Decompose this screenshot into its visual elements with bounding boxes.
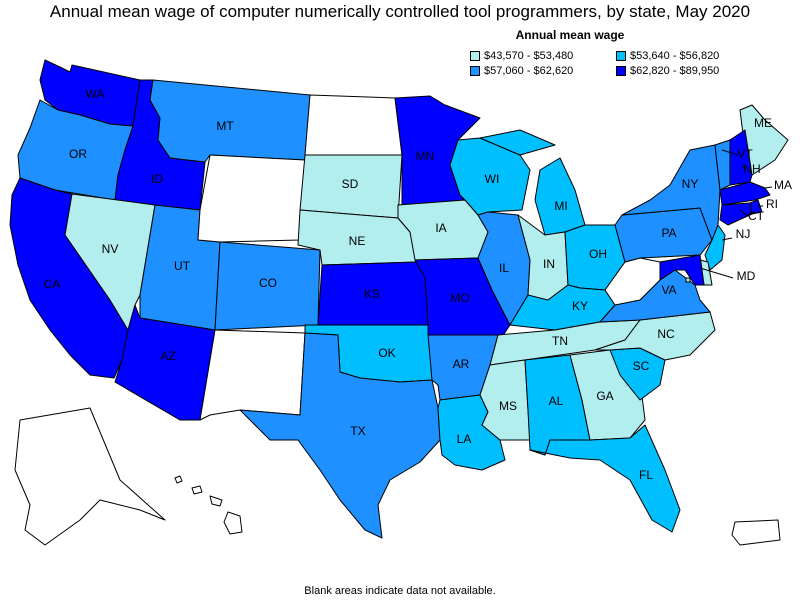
label-leader-line — [764, 186, 773, 189]
state-label-ia: IA — [435, 221, 446, 235]
state-ak — [14, 407, 166, 546]
state-label-tx: TX — [350, 424, 365, 438]
legend-swatch — [616, 66, 626, 76]
state-label-or: OR — [69, 147, 87, 161]
state-label-pa: PA — [661, 226, 676, 240]
state-label-mt: MT — [216, 119, 234, 133]
state-tx — [239, 332, 441, 539]
label-leader-line — [741, 164, 747, 171]
state-label-tn: TN — [552, 334, 568, 348]
state-label-il: IL — [499, 261, 509, 275]
label-leader-line — [739, 209, 749, 217]
state-ms — [479, 359, 531, 441]
state-label-ma: MA — [774, 178, 792, 192]
state-label-nv: NV — [102, 242, 119, 256]
state-label-id: ID — [151, 172, 163, 186]
legend-label: $53,640 - $56,820 — [630, 50, 720, 62]
state-label-ar: AR — [453, 357, 470, 371]
legend-title: Annual mean wage — [515, 28, 625, 42]
state-dc — [685, 277, 691, 283]
state-fl — [529, 424, 681, 533]
state-label-ca: CA — [44, 277, 61, 291]
label-leader-line — [699, 267, 734, 279]
legend-item: $62,820 - $89,950 — [616, 65, 719, 77]
legend-item: $57,060 - $62,620 — [470, 65, 573, 77]
state-nj — [704, 224, 726, 271]
legend-item: $43,570 - $53,480 — [470, 50, 573, 62]
state-nd — [304, 94, 403, 156]
state-label-md: MD — [737, 269, 756, 283]
state-label-nh: NH — [743, 162, 760, 176]
legend-label: $62,820 - $89,950 — [630, 65, 720, 77]
state-label-ky: KY — [572, 299, 588, 313]
state-label-ok: OK — [378, 346, 395, 360]
state-label-mi: MI — [554, 199, 567, 213]
state-label-sd: SD — [342, 177, 359, 191]
state-label-ga: GA — [596, 389, 613, 403]
legend-swatch — [470, 51, 480, 61]
state-wy — [197, 154, 306, 243]
state-label-az: AZ — [160, 349, 175, 363]
state-label-co: CO — [259, 276, 277, 290]
legend-swatch — [616, 51, 626, 61]
label-leader-line — [721, 237, 733, 241]
legend: Annual mean wage $43,570 - $53,480 $53,6… — [470, 28, 719, 84]
state-label-nj: NJ — [736, 227, 751, 241]
legend-label: $57,060 - $62,620 — [484, 65, 574, 77]
state-label-in: IN — [543, 257, 555, 271]
state-nm — [199, 329, 306, 421]
state-label-nc: NC — [657, 327, 675, 341]
state-label-al: AL — [549, 394, 564, 408]
state-label-ct: CT — [748, 209, 765, 223]
legend-item: $53,640 - $56,820 — [616, 50, 719, 62]
map-title: Annual mean wage of computer numerically… — [49, 2, 751, 21]
footnote: Blank areas indicate data not available. — [304, 585, 496, 597]
state-label-vt: VT — [737, 147, 753, 161]
legend-label: $43,570 - $53,480 — [484, 50, 574, 62]
state-label-wa: WA — [86, 87, 105, 101]
state-label-mn: MN — [416, 149, 435, 163]
state-label-ut: UT — [174, 259, 191, 273]
state-ct — [719, 202, 753, 226]
state-wi — [449, 137, 531, 216]
state-label-ne: NE — [349, 234, 366, 248]
state-pr — [731, 519, 781, 546]
label-leader-line — [721, 149, 739, 156]
state-label-ms: MS — [499, 399, 517, 413]
state-label-me: ME — [754, 116, 772, 130]
state-label-ks: KS — [364, 287, 380, 301]
state-nc — [594, 311, 716, 361]
state-nh — [729, 129, 753, 186]
state-label-ny: NY — [682, 177, 699, 191]
state-label-fl: FL — [639, 468, 653, 482]
state-label-va: VA — [661, 283, 676, 297]
state-label-sc: SC — [633, 359, 650, 373]
state-label-oh: OH — [589, 247, 607, 261]
state-label-mo: MO — [450, 291, 469, 305]
state-label-wi: WI — [485, 172, 500, 186]
state-hi — [174, 475, 243, 535]
legend-swatch — [470, 66, 480, 76]
state-label-ri: RI — [766, 197, 778, 211]
state-label-la: LA — [457, 432, 472, 446]
legend-grid: $43,570 - $53,480 $53,640 - $56,820 $57,… — [470, 50, 719, 84]
